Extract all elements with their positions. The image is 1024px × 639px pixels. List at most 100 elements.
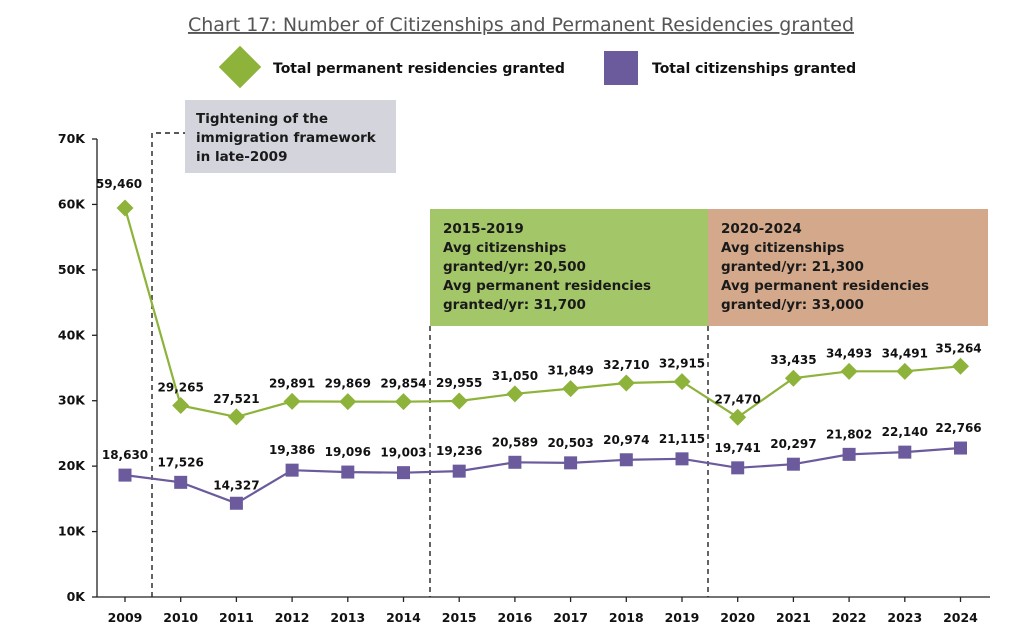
- data-label-permanent-residencies-2013: 29,869: [325, 377, 371, 391]
- y-tick-label: 50K: [58, 262, 86, 277]
- y-tick-label: 10K: [58, 524, 86, 539]
- x-tick-label: 2024: [943, 610, 978, 625]
- data-label-permanent-residencies-2020: 27,470: [715, 392, 761, 406]
- point-citizenships-2015: [452, 464, 466, 478]
- y-tick-label: 30K: [58, 393, 86, 408]
- data-label-citizenships-2021: 20,297: [770, 437, 816, 451]
- annotation-box-period-2020-2024: [708, 209, 988, 326]
- data-label-permanent-residencies-2019: 32,915: [659, 357, 705, 371]
- annotation-text-period-2020-2024: granted/yr: 33,000: [721, 297, 864, 313]
- data-label-citizenships-2018: 20,974: [603, 433, 649, 447]
- data-label-permanent-residencies-2024: 35,264: [935, 341, 981, 355]
- y-tick-label: 40K: [58, 327, 86, 342]
- legend-label-permanent-residencies: Total permanent residencies granted: [273, 61, 565, 77]
- point-permanent-residencies-2010: [172, 397, 190, 415]
- data-label-permanent-residencies-2010: 29,265: [158, 381, 204, 395]
- point-permanent-residencies-2024: [952, 357, 969, 375]
- data-label-citizenships-2017: 20,503: [547, 436, 593, 450]
- point-permanent-residencies-2022: [840, 362, 858, 380]
- annotation-text-tightening: Tightening of the: [196, 111, 328, 127]
- data-label-citizenships-2009: 18,630: [102, 448, 148, 462]
- point-citizenships-2016: [508, 455, 522, 469]
- x-tick-label: 2022: [832, 610, 867, 625]
- axes: 0K 10K 20K 30K 40K 50K 60K 70K 2009 2010 2011 2012 2…: [58, 131, 990, 625]
- annotation-text-period-2015-2019: 2015-2019: [443, 221, 524, 237]
- x-tick-label: 2017: [553, 610, 588, 625]
- point-citizenships-2014: [397, 466, 410, 480]
- data-label-permanent-residencies-2023: 34,491: [882, 346, 928, 360]
- data-label-permanent-residencies-2014: 29,854: [380, 377, 426, 391]
- point-permanent-residencies-2016: [506, 385, 524, 403]
- data-label-permanent-residencies-2022: 34,493: [826, 346, 872, 360]
- series-line-1: [124, 446, 961, 505]
- data-label-citizenships-2024: 22,766: [935, 421, 981, 435]
- data-label-citizenships-2019: 21,115: [659, 432, 705, 446]
- data-label-citizenships-2016: 20,589: [492, 435, 538, 449]
- point-citizenships-2012: [285, 463, 299, 477]
- data-label-citizenships-2014: 19,003: [380, 446, 426, 460]
- point-citizenships-2020: [731, 461, 745, 475]
- point-citizenships-2009: [118, 468, 132, 482]
- data-label-permanent-residencies-2011: 27,521: [213, 392, 259, 406]
- point-citizenships-2010: [174, 475, 188, 489]
- x-tick-label: 2010: [163, 610, 198, 625]
- point-permanent-residencies-2020: [729, 408, 747, 426]
- annotation-text-period-2015-2019: Avg citizenships: [443, 240, 566, 256]
- point-citizenships-2011: [229, 496, 243, 510]
- point-citizenships-2018: [619, 453, 633, 467]
- data-label-citizenships-2020: 19,741: [715, 441, 761, 455]
- point-permanent-residencies-2009: [116, 199, 134, 217]
- annotation-text-period-2015-2019: granted/yr: 31,700: [443, 297, 586, 313]
- x-tick-label: 2013: [330, 610, 365, 625]
- data-label-permanent-residencies-2009: 59,460: [96, 177, 142, 191]
- point-permanent-residencies-2018: [617, 374, 635, 392]
- x-tick-label: 2014: [386, 610, 421, 625]
- point-permanent-residencies-2017: [562, 380, 580, 398]
- data-label-citizenships-2013: 19,096: [325, 445, 371, 459]
- annotation-box-tightening: [185, 100, 396, 173]
- data-label-citizenships-2023: 22,140: [882, 425, 928, 439]
- x-tick-label: 2018: [609, 610, 644, 625]
- annotation-text-tightening: in late-2009: [196, 149, 287, 165]
- separator-2009-2010: [151, 132, 185, 597]
- point-permanent-residencies-2019: [673, 373, 691, 391]
- y-tick-label: 60K: [58, 196, 86, 211]
- x-tick-label: 2021: [776, 610, 811, 625]
- point-citizenships-2019: [675, 452, 689, 466]
- x-tick-label: 2016: [498, 610, 533, 625]
- point-permanent-residencies-2015: [450, 392, 468, 410]
- series-line-0: [123, 207, 961, 419]
- data-label-citizenships-2010: 17,526: [158, 455, 204, 469]
- point-permanent-residencies-2013: [339, 393, 357, 411]
- annotation-box-period-2015-2019: [430, 209, 708, 326]
- data-label-permanent-residencies-2015: 29,955: [436, 376, 482, 390]
- data-label-citizenships-2015: 19,236: [436, 444, 482, 458]
- annotations: Tightening of the immigration framework in…: [151, 100, 988, 597]
- annotation-text-period-2015-2019: granted/yr: 20,500: [443, 259, 586, 275]
- point-permanent-residencies-2023: [896, 362, 914, 380]
- data-label-permanent-residencies-2017: 31,849: [547, 364, 593, 378]
- y-tick-label: 70K: [58, 131, 86, 146]
- annotation-text-period-2020-2024: granted/yr: 21,300: [721, 259, 864, 275]
- data-label-permanent-residencies-2012: 29,891: [269, 376, 315, 390]
- point-citizenships-2024: [954, 441, 967, 455]
- y-tick-label: 0K: [67, 589, 87, 604]
- point-permanent-residencies-2014: [395, 393, 412, 411]
- x-tick-label: 2019: [665, 610, 700, 625]
- point-citizenships-2013: [341, 465, 355, 479]
- annotation-text-period-2020-2024: Avg citizenships: [721, 240, 844, 256]
- legend-marker-permanent-residencies: [218, 45, 262, 89]
- point-permanent-residencies-2021: [784, 369, 802, 387]
- x-tick-label: 2009: [108, 610, 143, 625]
- point-permanent-residencies-2011: [227, 408, 245, 426]
- x-tick-label: 2020: [720, 610, 755, 625]
- data-label-permanent-residencies-2021: 33,435: [770, 353, 816, 367]
- legend-label-citizenships: Total citizenships granted: [652, 61, 856, 77]
- point-citizenships-2023: [898, 445, 912, 459]
- data-label-citizenships-2022: 21,802: [826, 427, 872, 441]
- x-tick-label: 2015: [442, 610, 477, 625]
- point-permanent-residencies-2012: [283, 392, 301, 410]
- data-label-citizenships-2011: 14,327: [213, 478, 259, 492]
- legend: Total permanent residencies granted Tota…: [218, 45, 856, 89]
